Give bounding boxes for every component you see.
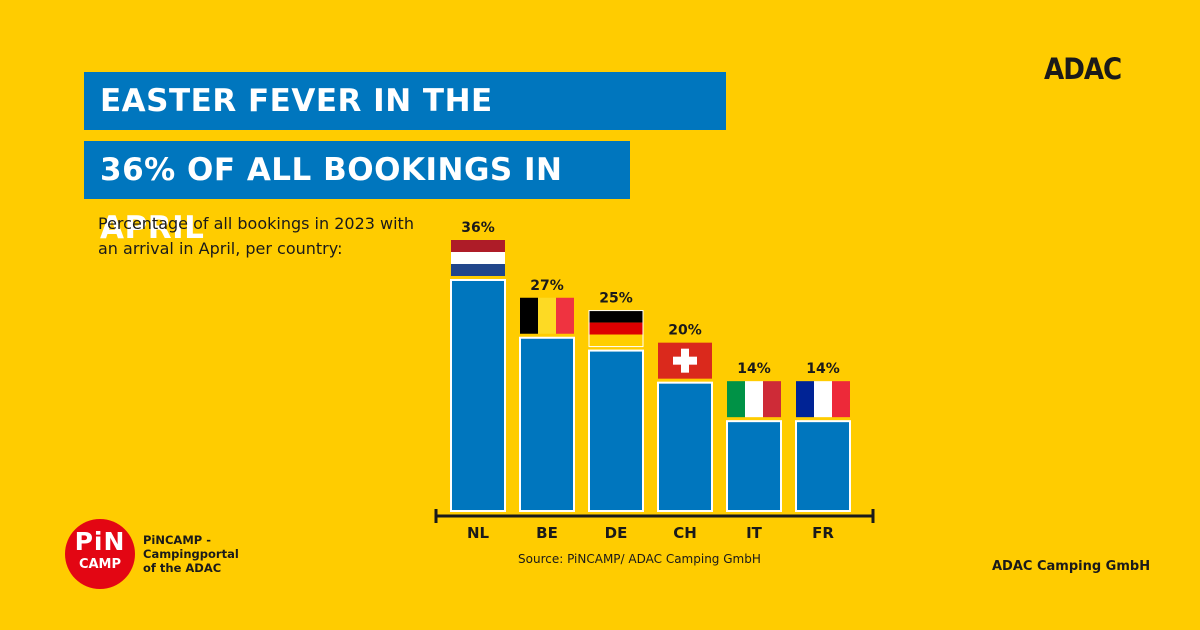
- category-label-fr: FR: [812, 524, 834, 542]
- value-label-de: 25%: [599, 291, 633, 307]
- germany-flag-icon: [588, 310, 644, 348]
- category-label-be: BE: [536, 524, 558, 542]
- value-label-it: 14%: [737, 361, 771, 377]
- title-line-1: EASTER FEVER IN THE NETHERLANDS: [84, 72, 726, 177]
- value-label-fr: 14%: [806, 361, 840, 377]
- category-label-it: IT: [746, 524, 763, 542]
- bar-fr: [795, 420, 851, 512]
- italy-flag-icon: [727, 381, 781, 418]
- category-label-ch: CH: [673, 524, 697, 542]
- chart-subtitle: Percentage of all bookings in 2023 with …: [98, 214, 414, 258]
- pincamp-logo-line2: CAMP: [78, 557, 122, 572]
- value-label-ch: 20%: [668, 323, 702, 339]
- bar-it: [726, 420, 782, 512]
- belgium-flag-icon: [520, 297, 574, 334]
- category-label-nl: NL: [467, 524, 490, 542]
- bar-nl: [450, 279, 506, 512]
- value-label-nl: 36%: [461, 220, 495, 236]
- switzerland-flag-icon: [658, 342, 712, 379]
- netherlands-flag-icon: [451, 240, 505, 276]
- bar-be: [519, 336, 575, 512]
- pincamp-logo: PiN CAMP: [65, 519, 135, 589]
- category-label-de: DE: [605, 524, 628, 542]
- value-label-be: 27%: [530, 278, 564, 294]
- company-name: ADAC Camping GmbH: [992, 559, 1151, 574]
- adac-logo: ADAC: [1044, 52, 1122, 86]
- bar-de: [588, 349, 644, 513]
- pincamp-logo-line1: PiN: [74, 527, 126, 556]
- title-line-2: 36% OF ALL BOOKINGS IN APRIL: [84, 141, 630, 246]
- pincamp-caption: PiNCAMP - Campingportal of the ADAC: [143, 533, 239, 575]
- bar-ch: [657, 381, 713, 512]
- source-note: Source: PiNCAMP/ ADAC Camping GmbH: [518, 552, 761, 566]
- france-flag-icon: [796, 381, 850, 418]
